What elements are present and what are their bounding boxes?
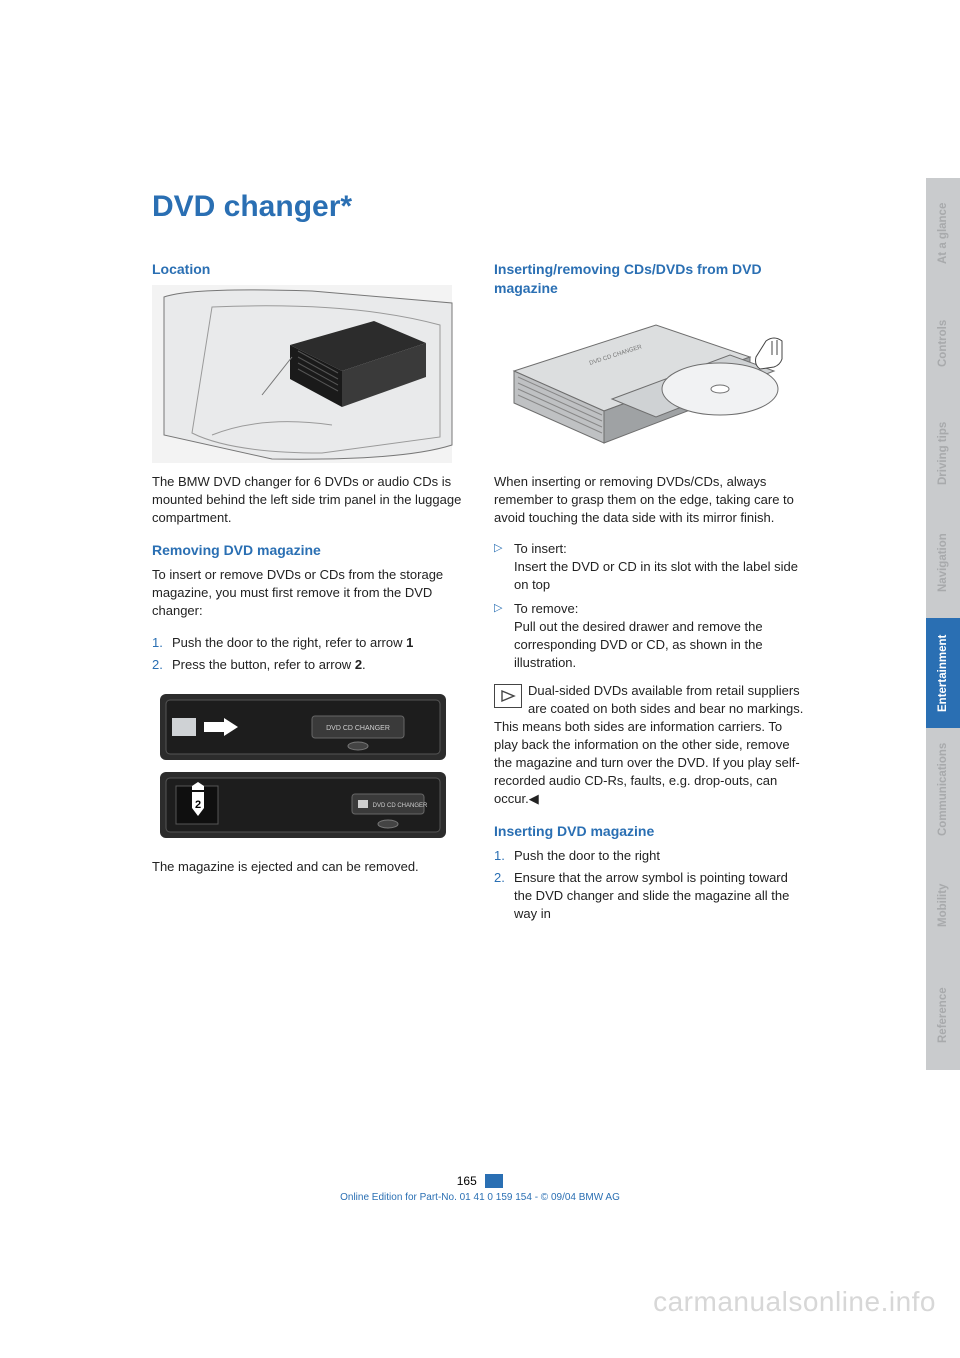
bullet-text: To remove:Pull out the desired drawer an… xyxy=(514,600,808,672)
edition-line: Online Edition for Part-No. 01 41 0 159 … xyxy=(152,1192,808,1203)
heading-location: Location xyxy=(152,260,466,279)
side-tab[interactable]: Navigation xyxy=(926,508,960,618)
list-item: 1. Push the door to the right xyxy=(494,847,808,865)
triangle-icon: ▷ xyxy=(494,600,514,672)
side-tabs: At a glanceControlsDriving tipsNavigatio… xyxy=(926,178,960,1070)
side-tab[interactable]: Entertainment xyxy=(926,618,960,728)
side-tab[interactable]: Mobility xyxy=(926,850,960,960)
step-number: 2. xyxy=(494,869,514,923)
page-number-bar xyxy=(485,1174,503,1188)
figure-changer-front: 1 DVD CD CHANGER 2 DVD CD CHANGER xyxy=(152,688,466,848)
list-item: 2. Ensure that the arrow symbol is point… xyxy=(494,869,808,923)
heading-removing: Removing DVD magazine xyxy=(152,541,466,560)
bullet-text: To insert:Insert the DVD or CD in its sl… xyxy=(514,540,808,594)
note-icon xyxy=(494,684,522,708)
page-root: DVD changer* Location xyxy=(0,0,960,1358)
right-column: Inserting/removing CDs/DVDs from DVD mag… xyxy=(494,260,808,937)
side-tab[interactable]: Reference xyxy=(926,960,960,1070)
page-number: 165 xyxy=(457,1174,477,1188)
p-ejected: The magazine is ejected and can be remov… xyxy=(152,858,466,876)
note-block: Dual-sided DVDs available from retail su… xyxy=(494,682,808,808)
list-item: 1. Push the door to the right, refer to … xyxy=(152,634,466,652)
figure-location xyxy=(152,285,466,463)
title-star: * xyxy=(340,190,352,223)
page-footer: 165 Online Edition for Part-No. 01 41 0 … xyxy=(152,1172,808,1203)
list-item: 2. Press the button, refer to arrow 2. xyxy=(152,656,466,674)
p-location: The BMW DVD changer for 6 DVDs or audio … xyxy=(152,473,466,527)
svg-text:1: 1 xyxy=(216,722,222,734)
heading-insert-mag: Inserting DVD magazine xyxy=(494,822,808,841)
side-tab[interactable]: Communications xyxy=(926,728,960,850)
insert-remove-bullets: ▷ To insert:Insert the DVD or CD in its … xyxy=(494,540,808,672)
columns: Location xyxy=(152,260,808,937)
p-removing-intro: To insert or remove DVDs or CDs from the… xyxy=(152,566,466,620)
step-text: Press the button, refer to arrow 2. xyxy=(172,656,366,674)
side-tab[interactable]: Driving tips xyxy=(926,398,960,508)
removing-steps: 1. Push the door to the right, refer to … xyxy=(152,634,466,674)
step-text: Push the door to the right, refer to arr… xyxy=(172,634,413,652)
step-number: 1. xyxy=(494,847,514,865)
step-number: 1. xyxy=(152,634,172,652)
figure-magazine: DVD CD CHANGER xyxy=(494,307,808,463)
side-tab[interactable]: At a glance xyxy=(926,178,960,288)
content-area: DVD changer* Location xyxy=(152,190,808,937)
note-text: Dual-sided DVDs available from retail su… xyxy=(494,683,803,806)
step-number: 2. xyxy=(152,656,172,674)
insert-mag-steps: 1. Push the door to the right 2. Ensure … xyxy=(494,847,808,923)
watermark: carmanualsonline.info xyxy=(653,1286,936,1318)
list-item: ▷ To insert:Insert the DVD or CD in its … xyxy=(494,540,808,594)
step-text: Ensure that the arrow symbol is point­in… xyxy=(514,869,808,923)
left-column: Location xyxy=(152,260,466,937)
triangle-icon: ▷ xyxy=(494,540,514,594)
p-grasp: When inserting or removing DVDs/CDs, alw… xyxy=(494,473,808,527)
fig-label: DVD CD CHANGER xyxy=(326,725,390,732)
page-title: DVD changer* xyxy=(152,190,808,224)
title-text: DVD changer xyxy=(152,190,340,223)
heading-insert-remove: Inserting/removing CDs/DVDs from DVD mag… xyxy=(494,260,808,299)
side-tab[interactable]: Controls xyxy=(926,288,960,398)
list-item: ▷ To remove:Pull out the desired drawer … xyxy=(494,600,808,672)
svg-text:2: 2 xyxy=(195,799,201,811)
step-text: Push the door to the right xyxy=(514,847,660,865)
svg-text:DVD CD CHANGER: DVD CD CHANGER xyxy=(373,803,428,809)
